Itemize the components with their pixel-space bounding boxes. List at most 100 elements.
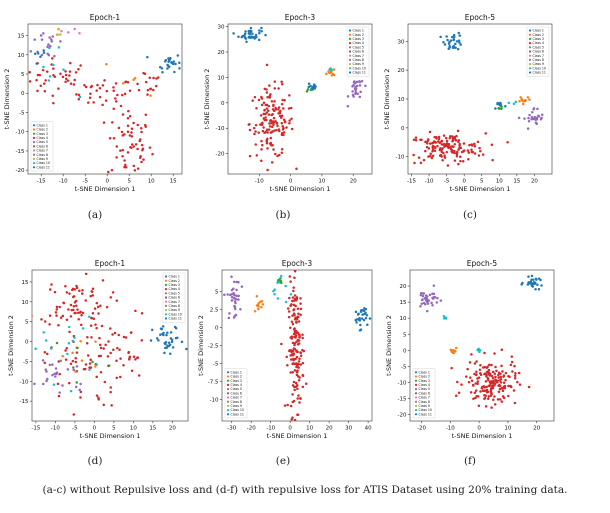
scatter-point (507, 101, 511, 105)
scatter-point (520, 99, 524, 102)
scatter-point (362, 318, 366, 322)
scatter-point (28, 80, 32, 83)
scatter-point (528, 98, 531, 101)
scatter-point (289, 358, 293, 361)
scatter-point (48, 36, 51, 39)
scatter-point (96, 83, 99, 87)
scatter-point (450, 349, 454, 353)
scatter-point (276, 154, 279, 158)
scatter-point (111, 333, 114, 336)
scatter-point (280, 114, 284, 117)
scatter-point (461, 159, 465, 163)
scatter-point (42, 65, 45, 69)
x-tick-label: -5 (444, 179, 450, 185)
scatter-point (67, 342, 71, 345)
scatter-point (152, 76, 155, 80)
scatter-point (351, 93, 355, 97)
scatter-point (82, 368, 86, 371)
legend-marker (32, 157, 36, 160)
scatter-point (28, 288, 31, 291)
scatter-point (283, 99, 286, 102)
scatter-point (287, 310, 291, 313)
scatter-point (484, 132, 487, 135)
scatter-point (272, 116, 276, 120)
scatter-point (533, 115, 536, 119)
scatter-point (501, 395, 505, 398)
scatter-point (414, 139, 418, 142)
scatter-point (280, 82, 284, 86)
scatter-point (280, 151, 284, 155)
scatter-point (293, 369, 297, 372)
scatter-point (432, 292, 436, 296)
scatter-point (134, 358, 137, 361)
scatter-point (55, 308, 59, 311)
scatter-point (439, 299, 443, 302)
legend-box (224, 368, 248, 419)
scatter-point (72, 83, 76, 86)
scatter-point (79, 390, 83, 394)
scatter-point (88, 366, 91, 369)
scatter-point (72, 305, 76, 308)
scatter-point (278, 153, 281, 157)
scatter-point (93, 307, 97, 310)
scatter-point (263, 131, 266, 134)
scatter-point (486, 365, 489, 369)
legend-marker (32, 145, 36, 148)
scatter-point (444, 316, 448, 319)
x-tick-label: 20 (169, 426, 176, 432)
scatter-point (121, 154, 124, 158)
scatter-point (469, 391, 473, 394)
y-tick-label: 10 (398, 97, 405, 103)
scatter-point (364, 316, 368, 320)
panel-a: Epoch-1 -15 -10 -5 0 5 10 15 -20 -15 -10 -5 0 5 10 15 t-… (3, 13, 183, 221)
scatter-point (277, 128, 281, 131)
scatter-point (490, 406, 493, 409)
scatter-point (59, 72, 62, 76)
scatter-point (425, 145, 429, 149)
scatter-point (281, 124, 284, 128)
scatter-point (291, 322, 295, 326)
scatter-point (330, 74, 333, 77)
scatter-point (499, 381, 503, 384)
scatter-point (54, 311, 58, 314)
scatter-point (492, 398, 495, 401)
scatter-point (292, 286, 295, 289)
legend-marker (32, 124, 36, 127)
scatter-point (458, 144, 461, 147)
scatter-point (143, 72, 147, 75)
legend-entry: Class 7 (169, 300, 180, 304)
y-tick-label: 10 (22, 300, 29, 306)
scatter-point (412, 138, 416, 142)
scatter-point (455, 155, 459, 158)
scatter-point (466, 367, 469, 371)
scatter-point (287, 107, 291, 110)
scatter-point (52, 101, 55, 105)
y-tick-label: 5 (215, 290, 219, 296)
scatter-point (148, 76, 151, 80)
scatter-point (259, 123, 262, 126)
scatter-point (45, 370, 48, 373)
legend-entry: Class 7 (419, 396, 430, 400)
scatter-point (475, 360, 478, 363)
scatter-point (67, 308, 70, 311)
scatter-point (534, 281, 537, 285)
legend-entry: Class 4 (37, 136, 48, 140)
scatter-point (59, 359, 63, 362)
scatter-point (295, 167, 298, 170)
scatter-point (433, 135, 436, 139)
x-tick-label: -15 (407, 179, 416, 185)
scatter-point (117, 333, 121, 337)
panel-title: Epoch-1 (95, 259, 126, 268)
scatter-point (295, 349, 298, 352)
scatter-point (174, 62, 177, 66)
scatter-point (266, 131, 269, 134)
scatter-point (293, 313, 296, 317)
scatter-point (77, 318, 80, 321)
scatter-point (359, 309, 363, 312)
scatter-point (66, 31, 70, 34)
scatter-point (112, 86, 115, 89)
scatter-point (292, 303, 296, 307)
scatter-point (351, 90, 354, 93)
y-tick-label: -7.5 (208, 379, 219, 385)
